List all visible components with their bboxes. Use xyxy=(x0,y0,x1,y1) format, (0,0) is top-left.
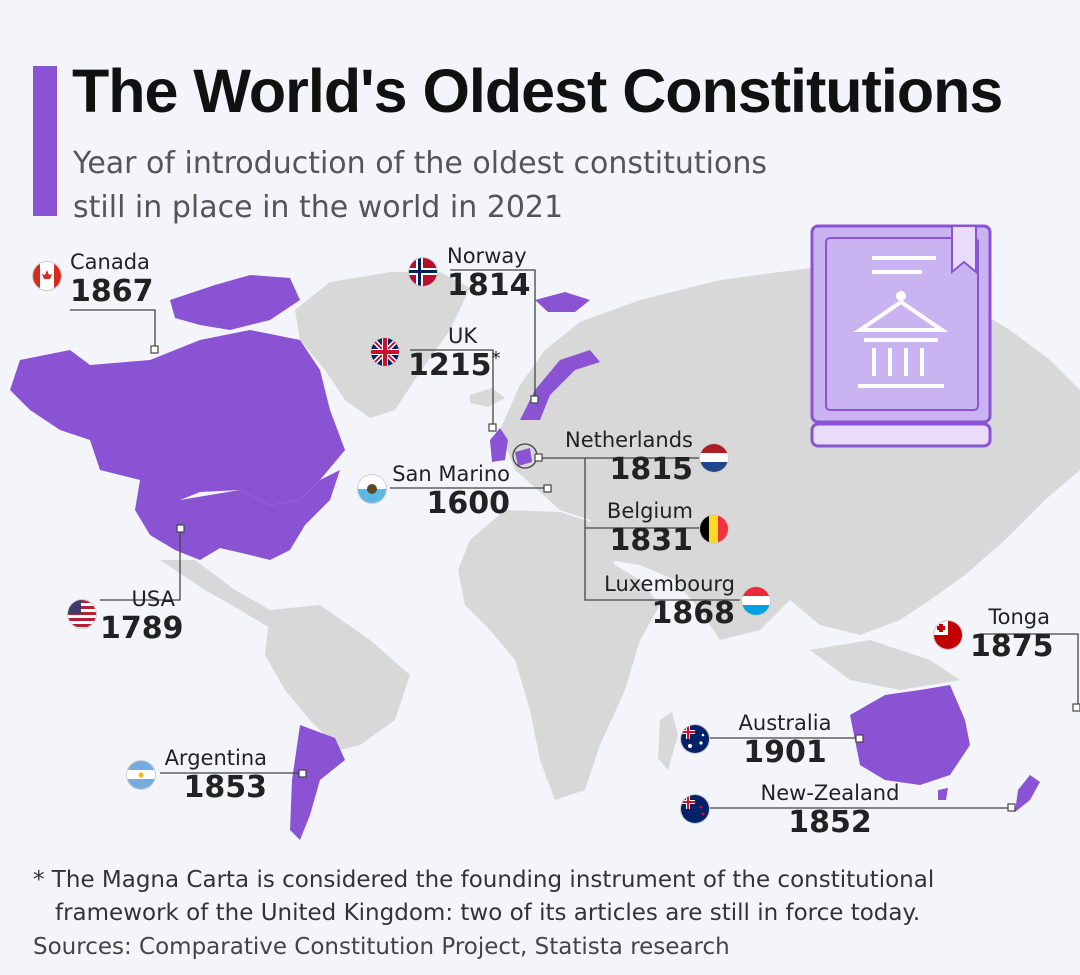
netherlands-flag-icon xyxy=(700,444,728,472)
label-netherlands: Netherlands 1815 xyxy=(563,428,693,487)
san-marino-flag-icon xyxy=(358,475,386,503)
label-luxembourg: Luxembourg 1868 xyxy=(595,572,735,631)
tonga-anchor xyxy=(1072,703,1080,712)
usa-anchor xyxy=(176,524,185,533)
label-tonga: Tonga 1875 xyxy=(970,605,1054,664)
page-title: The World's Oldest Constitutions xyxy=(72,57,1003,125)
country-year: 1901 xyxy=(743,735,827,770)
country-year: 1215* xyxy=(408,348,501,383)
uk-year-value: 1215 xyxy=(408,348,492,383)
new-zealand-anchor xyxy=(1007,803,1016,812)
country-name: Tonga xyxy=(988,605,1050,629)
canada-leader xyxy=(70,309,156,350)
usa-flag-icon xyxy=(68,600,96,628)
country-year: 1814 xyxy=(447,268,531,303)
argentina-flag-icon xyxy=(127,761,155,789)
label-san-marino: San Marino 1600 xyxy=(390,462,510,521)
south-america-north xyxy=(265,605,410,750)
subtitle-line-2: still in place in the world in 2021 xyxy=(73,190,564,225)
san-marino-anchor xyxy=(543,484,552,493)
norway-shape xyxy=(520,350,600,420)
argentina-anchor xyxy=(298,769,307,778)
label-belgium: Belgium 1831 xyxy=(590,499,693,558)
label-new-zealand: New-Zealand 1852 xyxy=(760,781,900,840)
sources-text: Sources: Comparative Constitution Projec… xyxy=(33,934,730,960)
anchor-points xyxy=(150,345,1080,812)
canada-arctic xyxy=(170,275,300,330)
svalbard-shape xyxy=(535,292,590,312)
uk-flag-icon xyxy=(371,338,399,366)
world-map xyxy=(10,224,1080,840)
title-accent-bar xyxy=(33,66,57,216)
highlighted-countries xyxy=(10,275,1040,840)
leader-lines xyxy=(70,269,1079,809)
footnote-line-1: * The Magna Carta is considered the foun… xyxy=(33,867,935,893)
country-name: New-Zealand xyxy=(760,781,900,805)
footnote: * The Magna Carta is considered the foun… xyxy=(33,864,1053,930)
country-name: San Marino xyxy=(392,462,510,486)
label-argentina: Argentina 1853 xyxy=(162,746,267,805)
country-year: 1789 xyxy=(100,611,184,646)
canada-flag-icon xyxy=(33,262,61,290)
netherlands-belgium-lux xyxy=(515,448,532,466)
label-uk: UK 1215* xyxy=(408,324,501,383)
australia-flag-icon xyxy=(681,725,709,753)
label-australia: Australia 1901 xyxy=(720,711,850,770)
country-year: 1831 xyxy=(609,523,694,558)
belgium-flag-icon xyxy=(700,515,728,543)
new-zealand-shape xyxy=(1015,775,1040,812)
benelux-leader xyxy=(584,458,740,601)
country-year: 1868 xyxy=(651,596,736,631)
norway-flag-icon xyxy=(409,258,437,286)
country-year: 1600 xyxy=(426,486,511,521)
uk-anchor xyxy=(488,423,497,432)
page-subtitle: Year of introduction of the oldest const… xyxy=(73,142,893,230)
australia-shape xyxy=(850,685,970,785)
label-norway: Norway 1814 xyxy=(447,244,531,303)
country-name: Argentina xyxy=(164,746,267,770)
uk-leader xyxy=(410,349,494,430)
luxembourg-flag-icon xyxy=(742,587,770,615)
label-canada: Canada 1867 xyxy=(70,250,154,309)
uk-shape xyxy=(490,428,508,462)
usa-leader xyxy=(100,528,181,601)
norway-leader xyxy=(450,269,536,400)
label-usa: USA 1789 xyxy=(100,587,184,646)
country-name: Netherlands xyxy=(564,428,693,452)
country-year: 1852 xyxy=(788,805,872,840)
africa xyxy=(458,510,660,800)
country-year: 1867 xyxy=(70,274,154,309)
country-name: Australia xyxy=(738,711,832,735)
tasmania-shape xyxy=(938,788,948,800)
country-name: USA xyxy=(131,587,175,611)
central-america xyxy=(160,560,290,628)
tonga-leader xyxy=(980,633,1079,708)
netherlands-anchor xyxy=(534,453,543,462)
norway-anchor xyxy=(530,395,539,404)
madagascar xyxy=(658,712,678,770)
canada-shape xyxy=(10,330,345,505)
new-zealand-flag-icon xyxy=(681,795,709,823)
footnote-line-2: framework of the United Kingdom: two of … xyxy=(55,900,921,926)
usa-shape xyxy=(135,470,340,560)
country-year: 1853 xyxy=(183,770,268,805)
country-name: Luxembourg xyxy=(604,572,735,596)
canada-anchor xyxy=(150,345,159,354)
argentina-shape xyxy=(290,725,345,840)
constitution-book-icon xyxy=(810,224,992,448)
subtitle-line-1: Year of introduction of the oldest const… xyxy=(73,146,767,181)
country-name: Belgium xyxy=(606,499,693,523)
tonga-flag-icon xyxy=(934,621,962,649)
country-year: 1875 xyxy=(970,629,1054,664)
australia-anchor xyxy=(855,734,864,743)
iceland xyxy=(470,388,505,407)
country-name: Canada xyxy=(70,250,150,274)
country-year: 1815 xyxy=(609,452,694,487)
country-name: UK xyxy=(448,324,478,348)
country-name: Norway xyxy=(447,244,527,268)
indonesia xyxy=(810,640,960,690)
footnote-mark: * xyxy=(491,348,501,369)
